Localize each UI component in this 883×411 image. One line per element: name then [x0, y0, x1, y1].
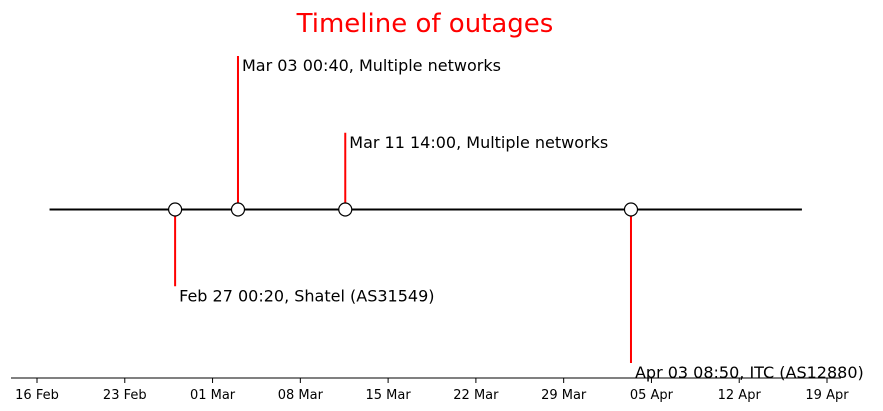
x-tick-label: 01 Mar: [190, 388, 236, 403]
chart-title: Timeline of outages: [296, 9, 554, 39]
x-axis-ticks: 16 Feb 23 Feb 01 Mar 08 Mar 15 Mar 22 Mar 29 M…: [15, 378, 849, 403]
x-tick-label: 16 Feb: [15, 388, 59, 403]
x-tick-label: 19 Apr: [805, 388, 849, 403]
event-marker: [338, 202, 353, 217]
x-tick-label: 08 Mar: [278, 388, 324, 403]
stems-layer: [174, 56, 632, 363]
markers-layer: [168, 202, 639, 217]
event-label: Mar 11 14:00, Multiple networks: [349, 133, 608, 152]
x-tick-label: 29 Mar: [541, 388, 587, 403]
event-marker: [230, 202, 246, 217]
event-label: Apr 03 08:50, ITC (AS12880): [635, 363, 864, 382]
x-tick-label: 05 Apr: [630, 388, 674, 403]
x-tick-label: 15 Mar: [366, 388, 412, 403]
x-tick-label: 22 Mar: [453, 388, 499, 403]
event-marker: [168, 202, 183, 217]
event-labels-layer: Feb 27 00:20, Shatel (AS31549) Mar 03 00:…: [179, 56, 864, 382]
event-label: Mar 03 00:40, Multiple networks: [242, 56, 501, 75]
x-tick-label: 23 Feb: [103, 388, 147, 403]
x-tick-label: 12 Apr: [718, 388, 762, 403]
event-marker: [623, 202, 639, 217]
event-label: Feb 27 00:20, Shatel (AS31549): [179, 286, 434, 305]
